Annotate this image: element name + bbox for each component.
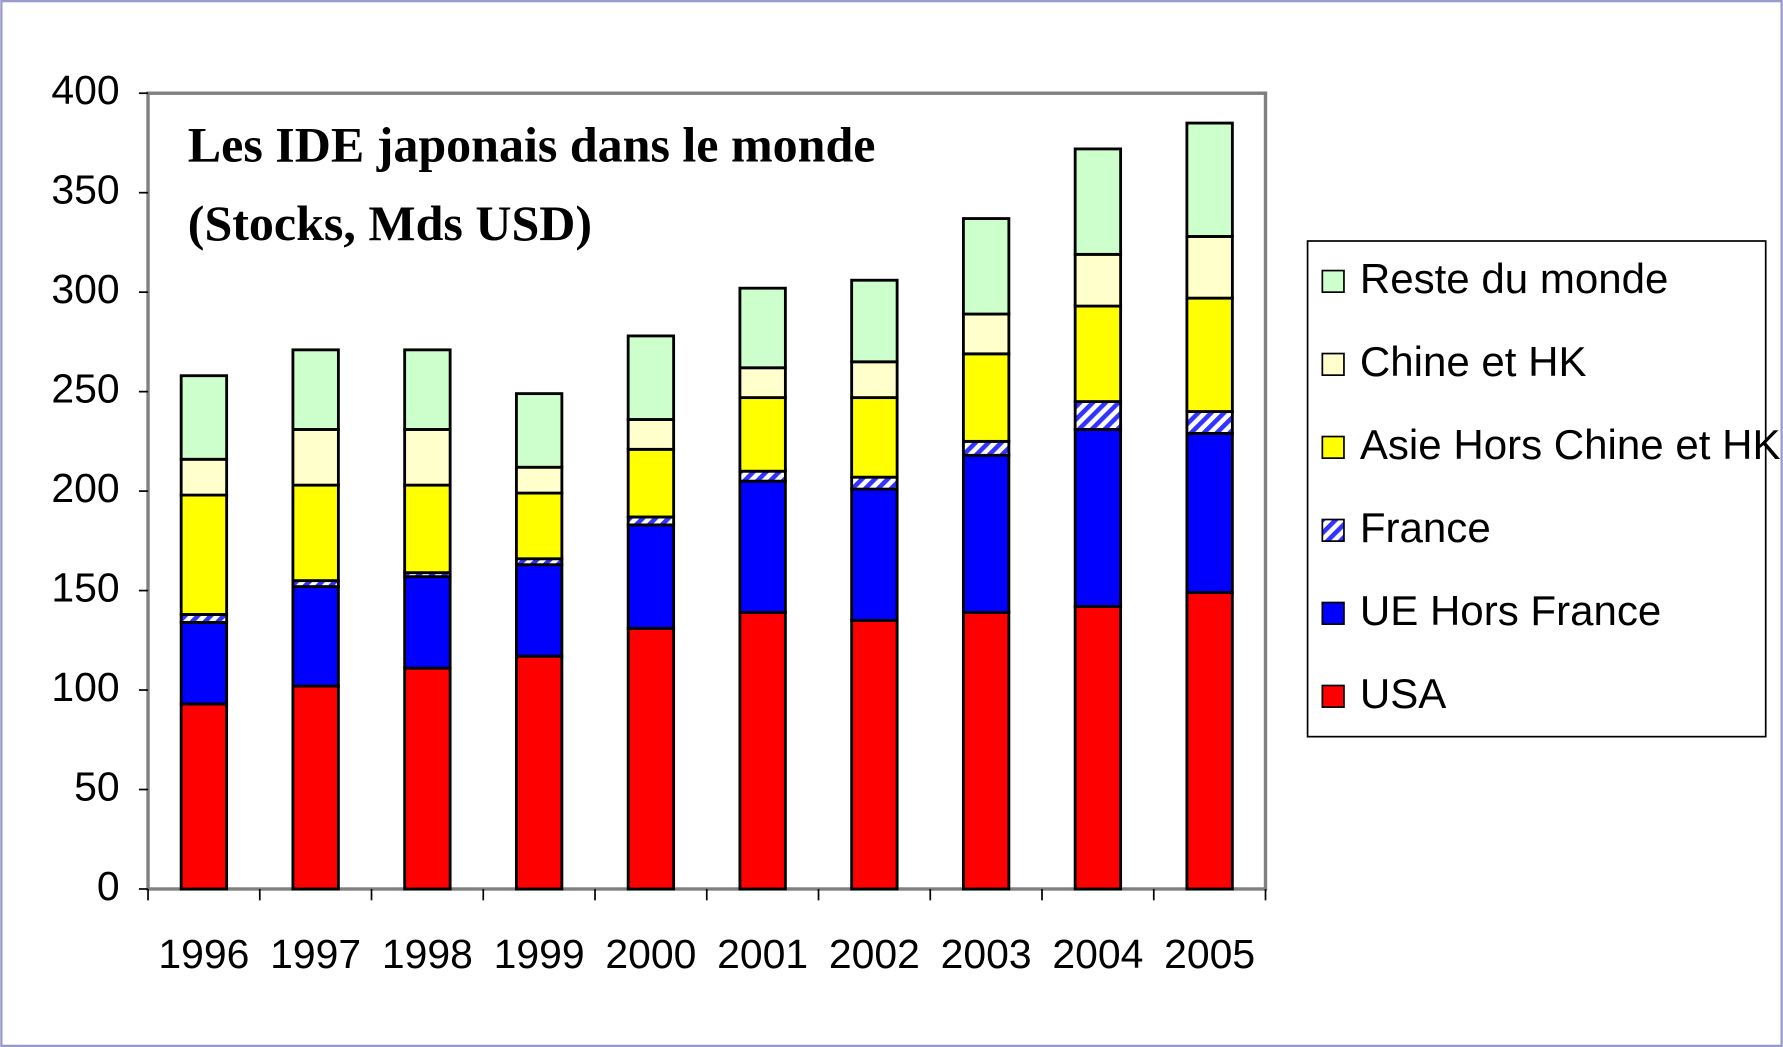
y-tick-label: 0	[97, 863, 120, 909]
y-tick-label: 250	[51, 365, 119, 411]
bar-segment	[179, 457, 229, 497]
bar-segment	[403, 666, 452, 891]
bar-segment	[850, 487, 899, 622]
bar-segment	[291, 428, 340, 487]
bar-segment	[1073, 605, 1123, 891]
bar-segment	[626, 334, 676, 421]
bar-segment	[1073, 147, 1123, 256]
x-tick-label: 2000	[605, 931, 696, 977]
legend-box	[1306, 240, 1767, 738]
chart-title: Les IDE japonais dans le monde	[188, 116, 876, 172]
y-tick-label: 100	[51, 664, 119, 710]
legend-label: Reste du monde	[1360, 255, 1669, 302]
y-tick-label: 400	[51, 67, 119, 113]
bar-segment	[961, 217, 1011, 316]
bar-segment	[850, 278, 899, 364]
bar-segment	[1185, 121, 1234, 238]
bar-segment	[850, 396, 899, 479]
x-tick-label: 2004	[1052, 931, 1143, 977]
bar-segment	[1073, 252, 1123, 308]
bar-segment	[1185, 235, 1234, 300]
bar-segment	[403, 428, 452, 487]
bar-segment	[961, 453, 1011, 614]
legend-label: UE Hors France	[1360, 587, 1661, 634]
x-tick-label: 1998	[382, 931, 473, 977]
bar-segment	[291, 348, 340, 431]
bar-segment	[514, 392, 564, 469]
bar-segment	[961, 439, 1011, 457]
bar-segment	[738, 366, 787, 400]
bar-segment	[738, 479, 787, 614]
bar-segment	[291, 483, 340, 583]
bar-segment	[961, 312, 1011, 356]
bar-segment	[961, 352, 1011, 443]
bar-segment	[738, 611, 787, 891]
bar-segment	[1073, 400, 1123, 431]
bar-segment	[179, 493, 229, 616]
x-tick-label: 1997	[270, 931, 361, 977]
bar-segment	[403, 483, 452, 575]
legend-label: USA	[1360, 670, 1446, 717]
x-tick-label: 2005	[1164, 931, 1255, 977]
x-tick-label: 2001	[717, 931, 808, 977]
y-tick-label: 200	[51, 465, 119, 511]
y-tick-label: 50	[74, 763, 120, 809]
legend-swatch	[1321, 684, 1345, 708]
bar-segment	[1185, 431, 1234, 594]
bar-segment	[626, 523, 676, 630]
legend-label: France	[1360, 504, 1491, 551]
bar-segment	[850, 360, 899, 400]
legend-swatch	[1321, 601, 1345, 625]
bar-segment	[514, 465, 564, 495]
bar-segment	[514, 654, 564, 891]
bar-segment	[850, 475, 899, 491]
y-tick-label: 300	[51, 266, 119, 312]
y-tick-label: 150	[51, 564, 119, 610]
bar-segment	[961, 611, 1011, 891]
bar-segment	[626, 447, 676, 519]
x-tick-label: 1999	[494, 931, 585, 977]
x-tick-label: 2002	[829, 931, 920, 977]
legend-swatch	[1321, 352, 1345, 376]
bar-segment	[514, 563, 564, 658]
bar-segment	[738, 469, 787, 483]
bar-segment	[1185, 296, 1234, 413]
bar-segment	[179, 374, 229, 461]
bar-segment	[626, 418, 676, 451]
y-tick-label: 350	[51, 167, 119, 213]
bar-segment	[1185, 410, 1234, 435]
bar-segment	[403, 348, 452, 431]
bar-segment	[179, 702, 229, 891]
chart-title: (Stocks, Mds USD)	[188, 195, 592, 251]
bar-segment	[291, 684, 340, 891]
legend-label: Chine et HK	[1360, 338, 1587, 385]
legend-label: Asie Hors Chine et HK	[1360, 421, 1781, 468]
bar-segment	[850, 618, 899, 891]
legend-swatch	[1321, 518, 1345, 542]
bar-segment	[1185, 591, 1234, 891]
bar-segment	[514, 491, 564, 561]
bar-segment	[291, 585, 340, 688]
bar-segment	[1073, 304, 1123, 403]
bar-segment	[738, 286, 787, 370]
legend-swatch	[1321, 435, 1345, 459]
bar-segment	[626, 626, 676, 891]
x-tick-label: 2003	[941, 931, 1032, 977]
bar-segment	[179, 620, 229, 706]
x-tick-label: 1996	[158, 931, 249, 977]
bar-segment	[403, 575, 452, 670]
bar-segment	[738, 396, 787, 473]
legend-swatch	[1321, 269, 1345, 294]
bar-segment	[1073, 428, 1123, 608]
